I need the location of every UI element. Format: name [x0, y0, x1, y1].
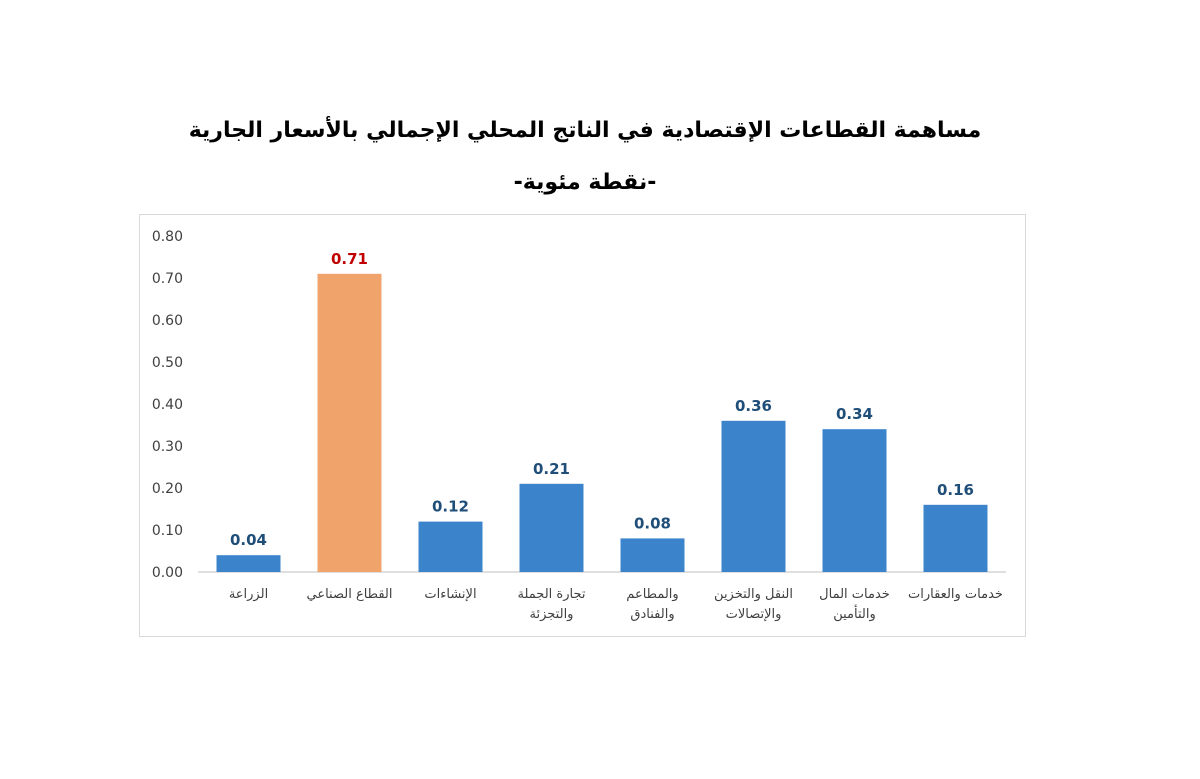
bar: [923, 504, 988, 572]
x-tick-label: والفنادق: [630, 607, 674, 622]
x-tick-label: الزراعة: [229, 587, 268, 602]
bar: [721, 420, 786, 572]
x-tick-label: تجارة الجملة: [518, 587, 586, 602]
data-label: 0.12: [432, 498, 469, 516]
chart-frame: [139, 214, 1026, 637]
chart-title: مساهمة القطاعات الإقتصادية في الناتج الم…: [188, 118, 982, 143]
x-tick-label: والمطاعم: [626, 587, 678, 602]
y-tick-label: 0.80: [152, 229, 183, 245]
data-label: 0.08: [634, 514, 671, 532]
x-tick-label: النقل والتخزين: [714, 587, 793, 602]
data-label: 0.04: [230, 531, 267, 549]
x-tick-label: خدمات والعقارات: [908, 587, 1003, 602]
x-tick-label: والتأمين: [833, 604, 876, 622]
bar: [216, 555, 281, 572]
x-tick-label: الإنشاءات: [424, 587, 476, 602]
y-tick-label: 0.50: [152, 355, 183, 371]
chart-subtitle: -نقطة مئوية-: [513, 170, 657, 195]
data-label: 0.71: [331, 250, 368, 268]
bar: [317, 273, 382, 572]
y-tick-label: 0.20: [152, 481, 183, 497]
y-tick-label: 0.60: [152, 313, 183, 329]
x-tick-label: والإتصالات: [726, 607, 782, 622]
bar: [620, 538, 685, 572]
x-tick-label: خدمات المال: [819, 587, 890, 602]
data-label: 0.21: [533, 460, 570, 478]
y-tick-label: 0.10: [152, 523, 183, 539]
data-label: 0.36: [735, 397, 772, 415]
bar: [418, 521, 483, 572]
y-tick-label: 0.30: [152, 439, 183, 455]
y-tick-label: 0.70: [152, 271, 183, 287]
data-label: 0.34: [836, 405, 873, 423]
x-tick-label: القطاع الصناعي: [307, 587, 393, 602]
bar: [822, 429, 887, 572]
y-tick-label: 0.00: [152, 565, 183, 581]
data-label: 0.16: [937, 481, 974, 499]
y-tick-label: 0.40: [152, 397, 183, 413]
bar: [519, 483, 584, 572]
x-tick-label: والتجزئة: [530, 607, 574, 622]
